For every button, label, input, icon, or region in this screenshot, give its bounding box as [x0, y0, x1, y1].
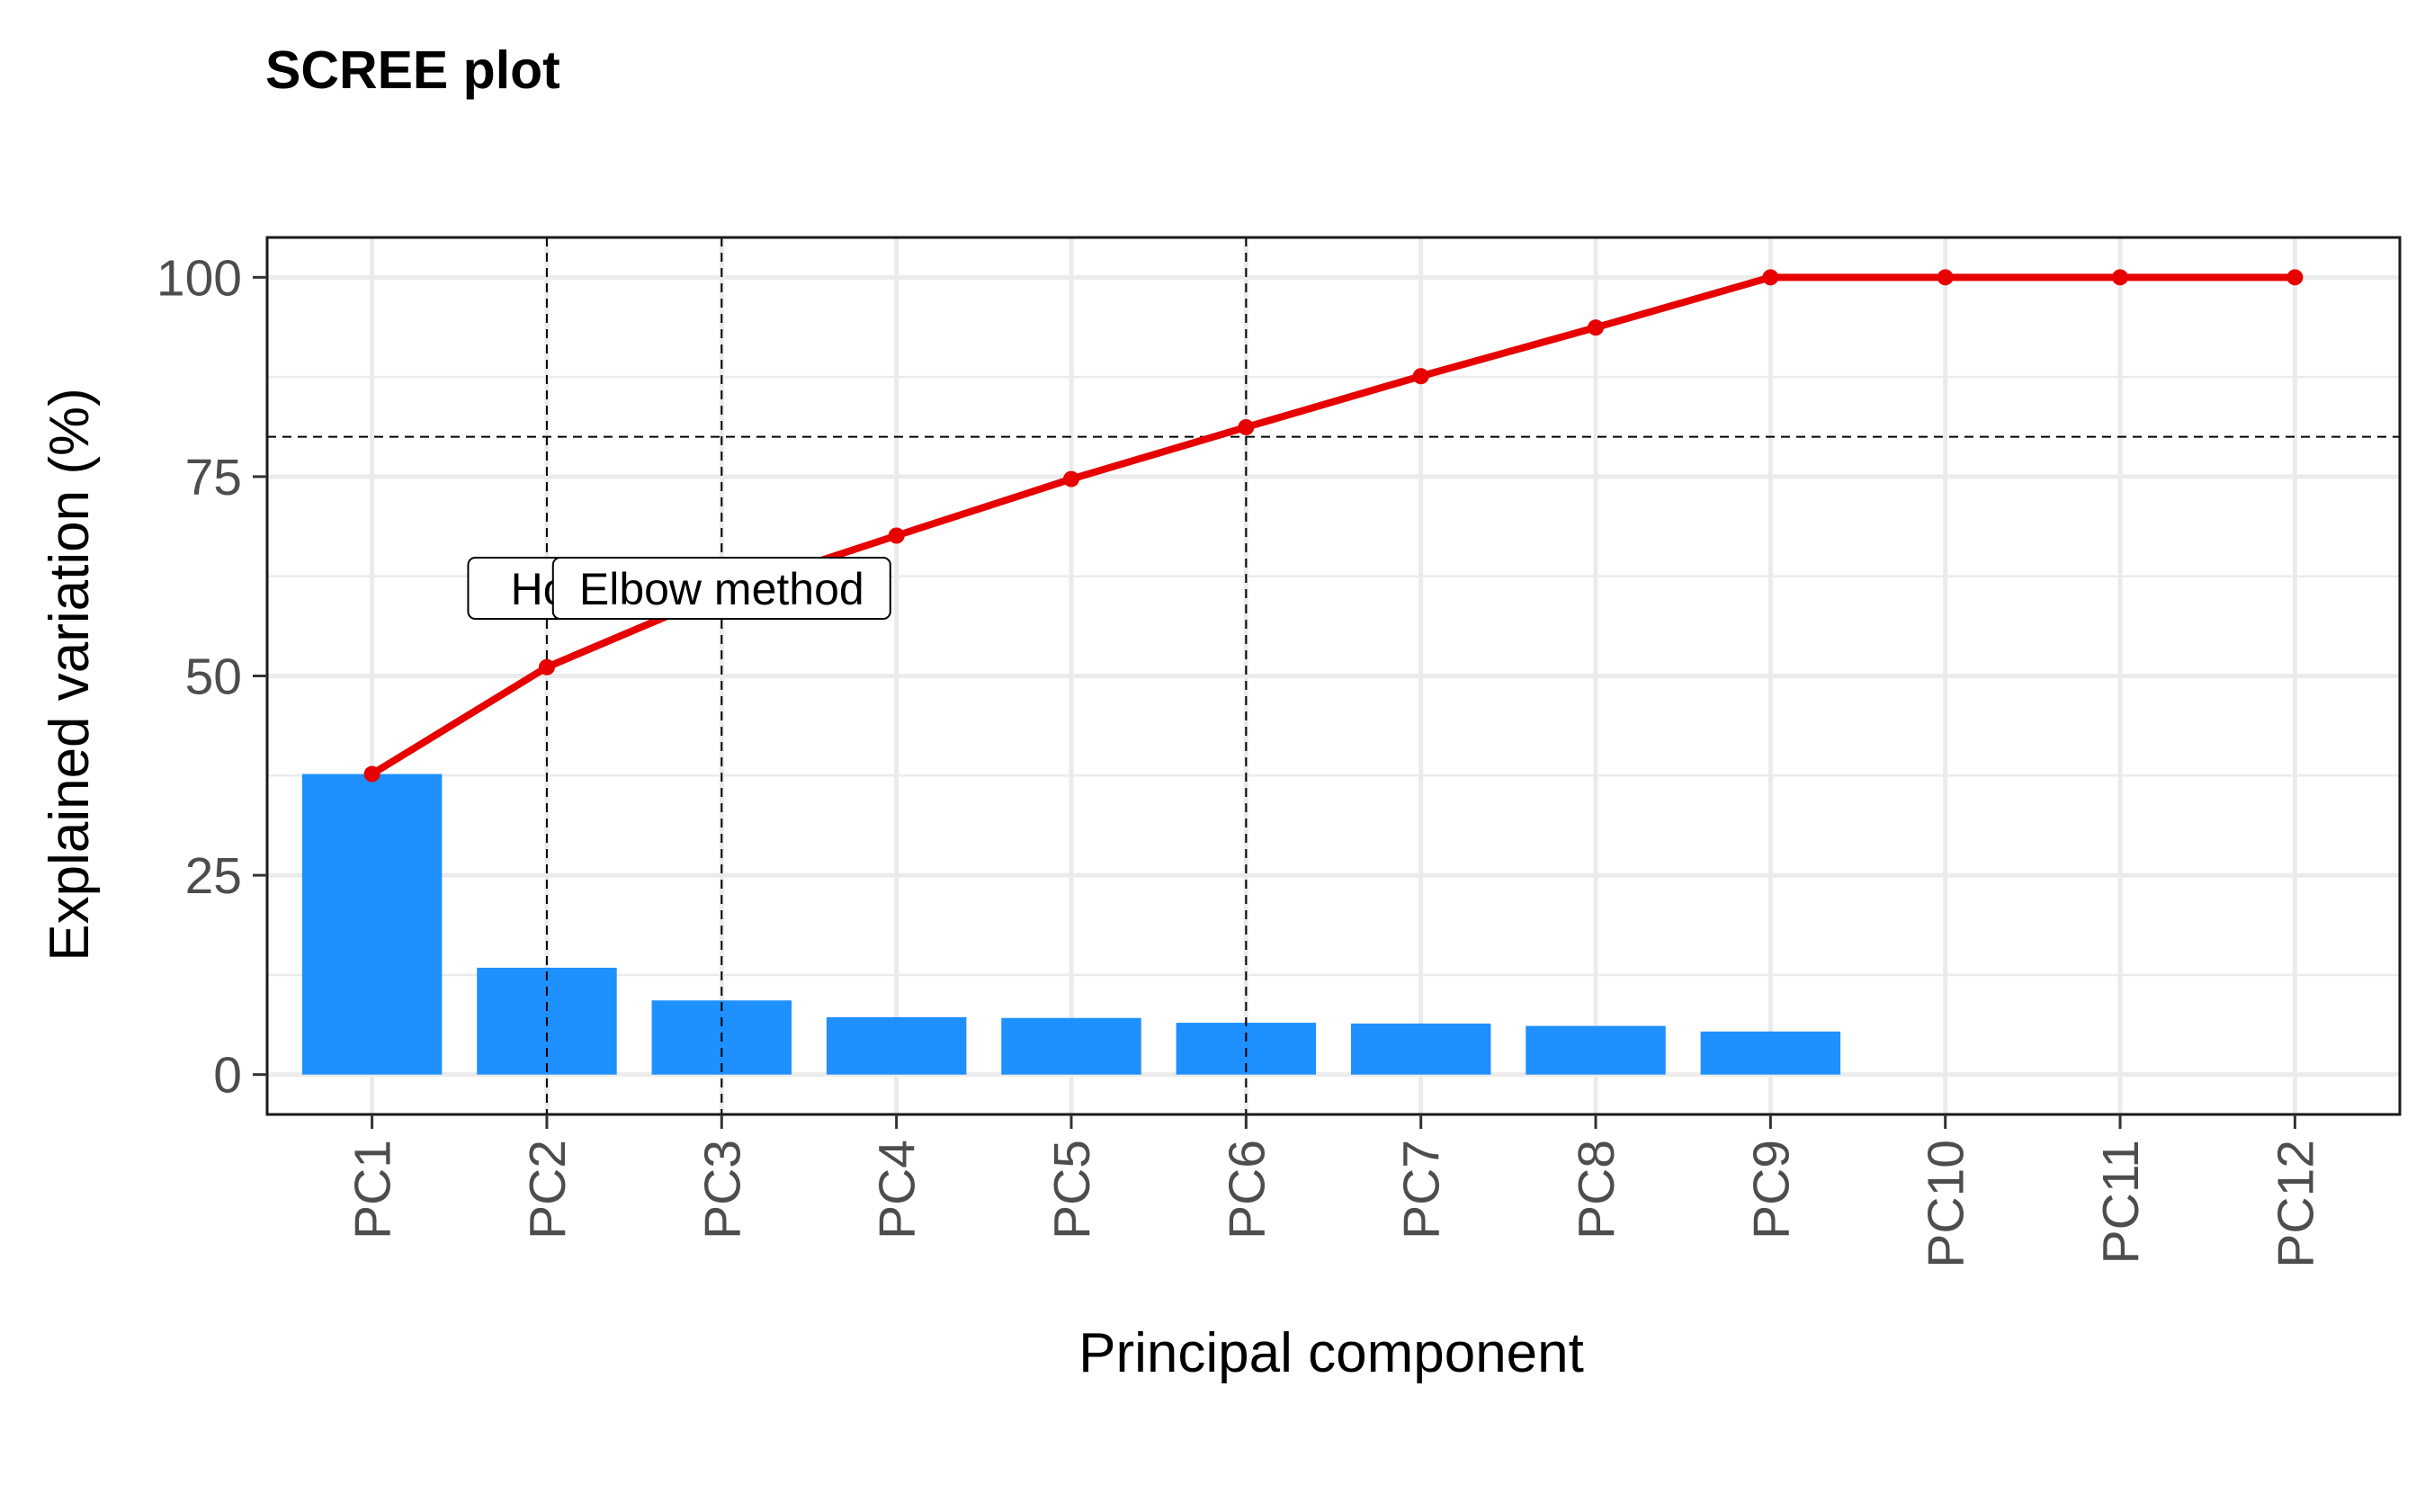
point-pc5	[1062, 470, 1079, 488]
point-pc10	[1937, 269, 1954, 286]
point-pc2	[538, 658, 555, 675]
x-tick-label-pc8: PC8	[1568, 1140, 1625, 1239]
x-tick-label-pc4: PC4	[869, 1140, 926, 1239]
point-pc8	[1588, 319, 1605, 336]
x-tick-label-pc12: PC12	[2267, 1140, 2324, 1268]
point-pc1	[363, 765, 380, 783]
point-pc11	[2112, 269, 2129, 286]
bar-pc4	[826, 1016, 967, 1075]
y-axis: 0 25 50 75 100	[157, 249, 267, 1105]
annotation-box	[551, 557, 891, 620]
x-axis-title: Principal component	[1078, 1322, 1584, 1384]
x-axis: PC1 PC2 PC3 PC4 PC5 PC6 PC7 PC8 PC9 PC10 PC11 PC12	[345, 1114, 2324, 1268]
bar-pc1	[301, 774, 443, 1075]
x-tick-label-pc9: PC9	[1742, 1140, 1800, 1239]
x-tick-label-pc6: PC6	[1218, 1140, 1275, 1239]
reference-lines	[267, 237, 2400, 1114]
x-tick-label-pc2: PC2	[519, 1140, 577, 1239]
chart-title: SCREE plot	[265, 40, 560, 100]
bar-pc5	[1001, 1017, 1141, 1075]
bar-pc7	[1350, 1023, 1491, 1075]
x-tick-label-pc5: PC5	[1043, 1140, 1101, 1239]
y-tick-label: 25	[185, 847, 242, 905]
x-tick-label-pc7: PC7	[1393, 1140, 1451, 1239]
bar-pc8	[1526, 1025, 1666, 1075]
x-tick-label-pc10: PC10	[1918, 1140, 1975, 1268]
x-tick-label-pc11: PC11	[2092, 1140, 2150, 1264]
cumulative-line-series	[363, 269, 2304, 783]
y-tick-label: 50	[185, 649, 242, 706]
cumulative-line	[368, 273, 2299, 778]
point-pc9	[1762, 269, 1779, 286]
point-pc7	[1412, 368, 1429, 385]
annotation-text: Elbow method	[579, 564, 864, 614]
point-pc6	[1238, 418, 1255, 435]
point-pc4	[888, 527, 905, 544]
y-tick-label: 100	[157, 249, 242, 307]
x-tick-label-pc1: PC1	[345, 1140, 402, 1239]
point-pc12	[2286, 269, 2304, 286]
y-tick-label: 75	[185, 449, 242, 506]
x-tick-label-pc3: PC3	[694, 1140, 751, 1239]
bar-pc9	[1700, 1031, 1841, 1075]
y-axis-title: Explained variation (%)	[39, 388, 101, 962]
annotation-1: Elbow method	[551, 557, 891, 620]
y-tick-label: 0	[213, 1047, 242, 1105]
